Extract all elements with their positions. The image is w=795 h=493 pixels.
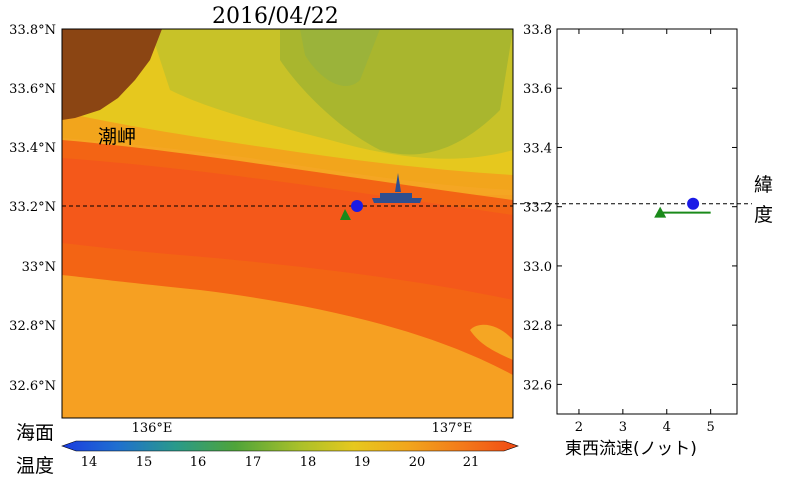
velocity-y-tick: 33.6: [523, 82, 552, 97]
colorbar-tick: 14: [81, 455, 98, 470]
chart-title: 2016/04/22: [212, 4, 339, 29]
colorbar-tick: 16: [190, 455, 207, 470]
velocity-y-tick: 33.2: [523, 201, 552, 216]
map-lat-tick: 32.8°N: [9, 319, 56, 334]
colorbar-label-line2: 温度: [16, 455, 55, 477]
velocity-x-tick: 5: [707, 420, 715, 435]
map-triangle-marker: [340, 209, 351, 220]
map-lon-tick: 137°E: [432, 421, 473, 436]
ship-icon: [372, 173, 422, 203]
velocity-x-ticks: 2 3 4 5: [575, 29, 715, 435]
velocity-plot-frame: [556, 28, 738, 415]
map-lat-tick: 33.8°N: [9, 23, 56, 38]
map-lat-tick: 33°N: [22, 260, 56, 275]
velocity-xlabel: 東西流速(ノット): [565, 439, 697, 459]
colorbar-tick: 15: [136, 455, 153, 470]
velocity-triangle-marker: [654, 206, 667, 218]
map-circle-marker: [351, 200, 363, 212]
map-lon-tick: 136°E: [132, 421, 173, 436]
map-lat-tick: 33.4°N: [9, 141, 56, 156]
colorbar-tick: 21: [463, 455, 480, 470]
velocity-series: [654, 197, 711, 218]
velocity-y-tick: 32.6: [523, 378, 552, 393]
map-lat-tick: 33.6°N: [9, 82, 56, 97]
velocity-y-tick: 33.0: [523, 260, 552, 275]
velocity-y-tick: 33.8: [523, 23, 552, 38]
velocity-ylabel-line1: 緯: [754, 174, 774, 196]
colorbar-tick: 17: [245, 455, 262, 470]
colorbar-tick: 18: [300, 455, 317, 470]
velocity-circle-marker: [687, 197, 700, 210]
place-label: 潮岬: [98, 126, 136, 148]
velocity-y-tick: 33.4: [523, 141, 552, 156]
velocity-x-tick: 2: [575, 420, 583, 435]
velocity-y-tick: 32.8: [523, 319, 552, 334]
colorbar-tick: 19: [354, 455, 371, 470]
velocity-ylabel-line2: 度: [754, 204, 774, 226]
map-lat-ticks: 33.8°N 33.6°N 33.4°N 33.2°N 33°N 32.8°N …: [9, 23, 56, 394]
map-lat-tick: 32.6°N: [9, 379, 56, 394]
map-frame: [61, 28, 514, 419]
colorbar-tick: 20: [409, 455, 426, 470]
colorbar-label-line1: 海面: [16, 422, 55, 444]
colorbar: 14 15 16 17 18 19 20 21: [61, 440, 519, 470]
velocity-plot: 33.8 33.6 33.4 33.2 33.0 32.8 32.6 2 3 4 5: [513, 23, 752, 435]
velocity-y-ticks: 33.8 33.6 33.4 33.2 33.0 32.8 32.6: [523, 23, 737, 393]
velocity-x-tick: 3: [619, 420, 627, 435]
velocity-x-tick: 4: [663, 420, 671, 435]
sst-map: [62, 29, 513, 418]
map-lat-tick: 33.2°N: [9, 200, 56, 215]
